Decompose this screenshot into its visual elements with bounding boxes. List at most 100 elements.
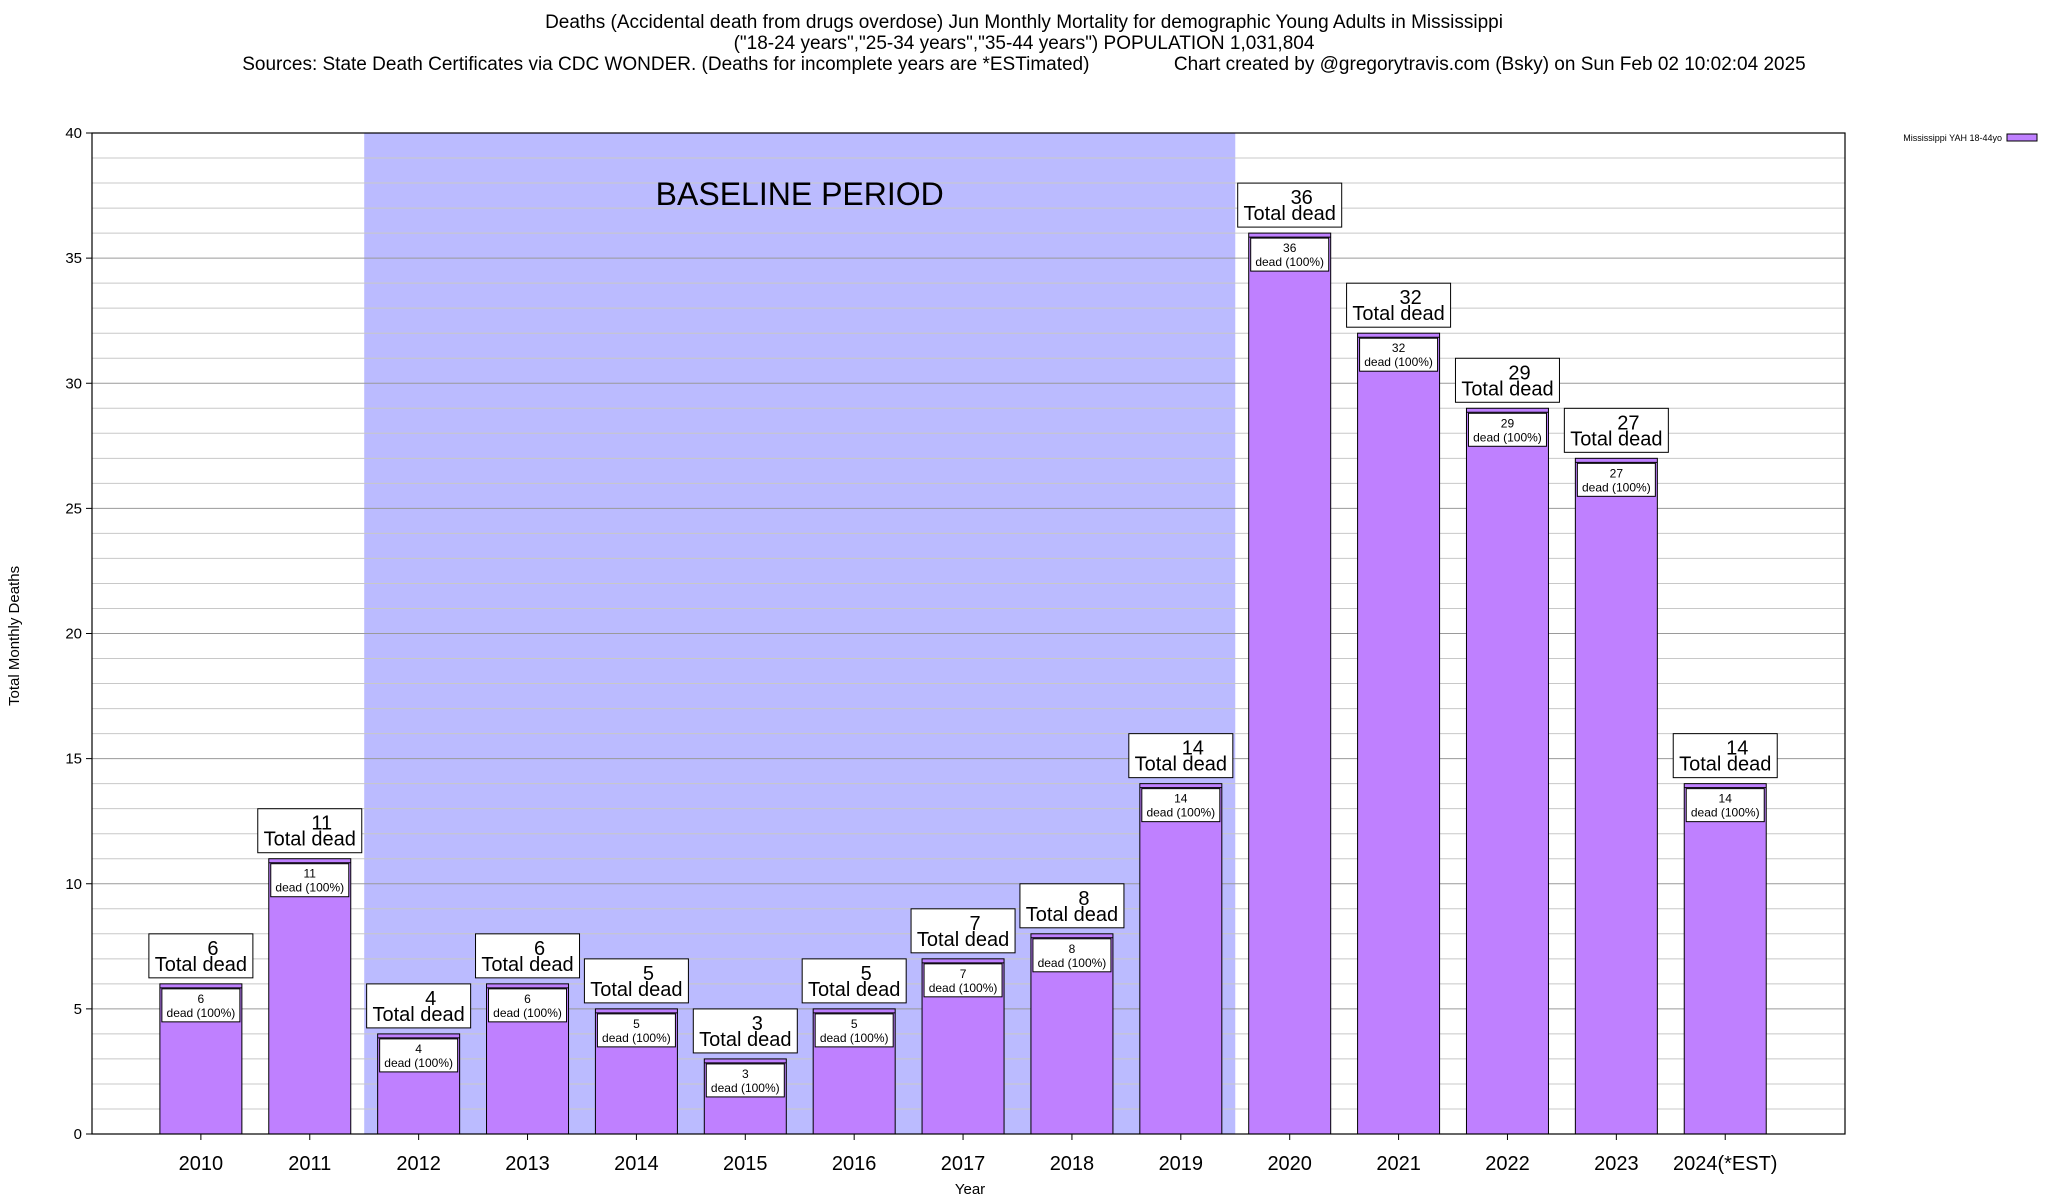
bar-inner-label-text: dead (100%): [167, 1006, 236, 1020]
bar-inner-label-text: dead (100%): [275, 881, 344, 895]
bar-inner-label-count: 7: [960, 967, 967, 981]
y-tick-label: 10: [65, 876, 82, 893]
bar-total-label-text: Total dead: [808, 979, 900, 1001]
bar-total-label-text: Total dead: [372, 1004, 464, 1026]
bar-total-label-count: 5: [643, 963, 654, 985]
bar-total-label-count: 8: [1078, 888, 1089, 910]
y-tick-label: 25: [65, 500, 82, 517]
x-tick-label: 2011: [288, 1153, 331, 1175]
bar-inner-label-text: dead (100%): [493, 1006, 562, 1020]
bar-inner-label-box: [488, 988, 568, 1023]
chart-subtitle: ("18-24 years","25-34 years","35-44 year…: [733, 33, 1315, 54]
x-tick-label: 2022: [1485, 1153, 1530, 1175]
bar-total-label-box: [148, 933, 254, 979]
bar: [1139, 783, 1223, 1135]
bar-total-label-count: 36: [1291, 187, 1313, 209]
bar-inner-label-text: dead (100%): [602, 1031, 671, 1045]
x-tick-label: 2010: [179, 1153, 224, 1175]
x-tick-label: 2016: [832, 1153, 877, 1175]
bar-inner-label-count: 5: [851, 1017, 858, 1031]
bar-total-label-text: Total dead: [155, 954, 247, 976]
bar-inner-label-count: 5: [633, 1017, 640, 1031]
bar-inner-label-box: [705, 1063, 785, 1098]
x-tick-label: 2017: [941, 1153, 986, 1175]
bar: [268, 858, 352, 1135]
x-tick-label: 2014: [614, 1153, 659, 1175]
plot-border: [91, 132, 1846, 1135]
bar-inner-label-count: 29: [1501, 416, 1515, 430]
bar-inner-label-box: [1250, 237, 1330, 272]
bar-total-label-count: 27: [1617, 412, 1639, 434]
bar-total-label-box: [1237, 182, 1343, 228]
bar-inner-label-box: [1467, 412, 1547, 447]
bar-total-label-box: [583, 958, 689, 1004]
bar-inner-label-count: 11: [304, 867, 317, 881]
x-tick-label: 2019: [1159, 1153, 1204, 1175]
bar-inner-label-text: dead (100%): [1364, 355, 1433, 369]
x-tick-label: 2021: [1376, 1153, 1421, 1175]
baseline-period-label: BASELINE PERIOD: [656, 176, 944, 212]
bar-total-label-box: [1672, 733, 1778, 779]
bar-total-label-box: [366, 983, 472, 1029]
y-tick-label: 5: [74, 1001, 82, 1018]
bar-inner-label-count: 6: [524, 992, 531, 1006]
bar-total-label-text: Total dead: [481, 954, 573, 976]
bar-inner-label-text: dead (100%): [1473, 430, 1542, 444]
legend-label: Mississippi YAH 18-44yo: [1903, 133, 2002, 143]
bar-inner-label-count: 4: [415, 1042, 422, 1056]
bar-inner-label-box: [270, 863, 350, 898]
bar-total-label-text: Total dead: [1352, 303, 1444, 325]
bar-inner-label-box: [814, 1013, 894, 1048]
bar: [1248, 232, 1332, 1135]
bar-inner-label-box: [1685, 788, 1765, 823]
bar-total-label-text: Total dead: [1244, 203, 1336, 225]
bar-inner-label-text: dead (100%): [1691, 806, 1760, 820]
bar-inner-label-text: dead (100%): [820, 1031, 889, 1045]
bar-inner-label-box: [161, 988, 241, 1023]
bar-inner-label-text: dead (100%): [929, 981, 998, 995]
x-tick-label: 2020: [1267, 1153, 1312, 1175]
bar-total-label-count: 6: [207, 938, 218, 960]
y-tick-label: 40: [65, 125, 82, 142]
chart-sources: Sources: State Death Certificates via CD…: [242, 54, 1806, 75]
bar-total-label-box: [1454, 357, 1560, 403]
bar-total-label-count: 6: [534, 938, 545, 960]
bar-total-label-box: [475, 933, 581, 979]
y-tick-label: 20: [65, 626, 82, 643]
bar-total-label-text: Total dead: [1026, 904, 1118, 926]
legend-swatch: [2006, 133, 2038, 142]
bar-inner-label-count: 3: [742, 1067, 749, 1081]
bar-total-label-box: [1128, 733, 1234, 779]
y-tick-label: 15: [65, 751, 82, 768]
bar-total-label-box: [257, 808, 363, 854]
bar: [1465, 407, 1549, 1135]
bar-inner-label-box: [1359, 337, 1439, 372]
bar-total-label-text: Total dead: [1135, 754, 1227, 776]
x-axis-label: Year: [954, 1181, 986, 1198]
bar-inner-label-count: 27: [1610, 466, 1624, 480]
bar-total-label-count: 32: [1399, 287, 1421, 309]
y-axis-label: Total Monthly Deaths: [6, 565, 23, 706]
bar-inner-label-count: 32: [1392, 341, 1406, 355]
y-tick-label: 0: [74, 1126, 82, 1143]
bar-total-label-box: [1346, 282, 1452, 328]
bar-inner-label-text: dead (100%): [1582, 480, 1651, 494]
bar-total-label-box: [692, 1008, 798, 1054]
bar-inner-label-box: [923, 963, 1003, 998]
bar: [1574, 457, 1658, 1135]
bar-total-label-box: [801, 958, 907, 1004]
bar: [1357, 332, 1441, 1135]
bar-inner-label-box: [596, 1013, 676, 1048]
bar-total-label-count: 7: [969, 913, 980, 935]
x-tick-label: 2013: [505, 1153, 550, 1175]
bar-total-label-text: Total dead: [917, 929, 1009, 951]
bar-total-label-text: Total dead: [1461, 378, 1553, 400]
bar: [1683, 783, 1767, 1135]
x-tick-label: 2023: [1594, 1153, 1639, 1175]
bar-total-label-count: 14: [1182, 738, 1204, 760]
bar-total-label-text: Total dead: [1570, 428, 1662, 450]
bar-total-label-box: [1019, 883, 1125, 929]
bar-inner-label-text: dead (100%): [1146, 806, 1215, 820]
bar-inner-label-box: [1576, 462, 1656, 497]
